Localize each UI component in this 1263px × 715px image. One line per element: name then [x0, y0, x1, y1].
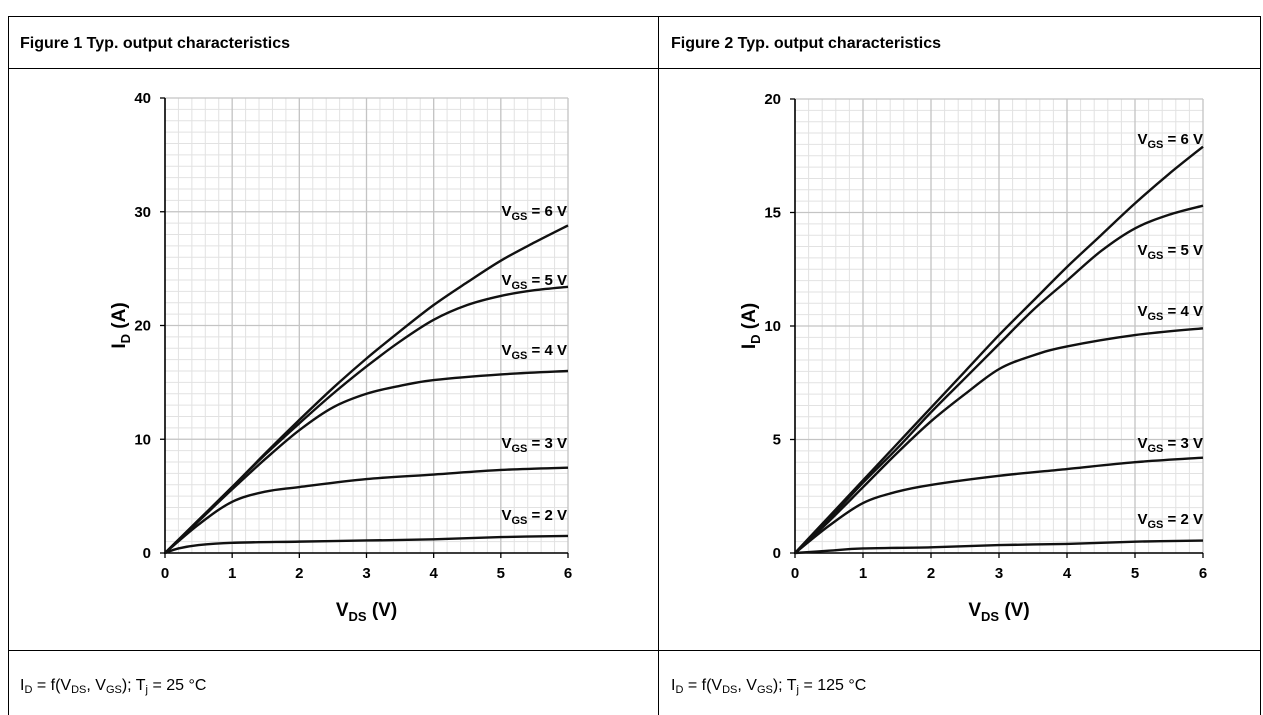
x-tick-label: 2 — [295, 565, 303, 582]
footer-j: j — [145, 684, 148, 696]
footer-i: I — [20, 677, 25, 694]
y-tick-label: 30 — [134, 204, 151, 221]
footer-j: j — [796, 684, 799, 696]
x-tick-label: 0 — [161, 565, 169, 582]
table-border-left — [8, 16, 9, 715]
footer-tail1: ); T — [121, 677, 146, 694]
x-tick-label: 3 — [362, 565, 370, 582]
series-label-vgs-2v: VGS = 2 V — [501, 507, 567, 527]
x-tick-label: 5 — [1131, 565, 1139, 582]
x-tick-label: 5 — [497, 565, 505, 582]
figure-1-header: Figure 1 Typ. output characteristics — [20, 35, 290, 52]
footer-d: D — [24, 684, 33, 696]
x-tick-label: 3 — [995, 565, 1003, 582]
series-line-vgs-6v — [794, 145, 1204, 554]
footer-eq: = f(V — [32, 677, 72, 694]
series-label-vgs-4v: VGS = 4 V — [1137, 303, 1203, 323]
series-line-vgs-6v — [164, 224, 569, 554]
x-tick-label: 4 — [1063, 565, 1072, 582]
y-tick-label: 15 — [764, 205, 781, 222]
series-label-vgs-2v: VGS = 2 V — [1137, 511, 1203, 531]
figure-2-conditions: ID = f(VDS, VGS); Tj = 125 °C — [671, 677, 866, 696]
footer-i: I — [671, 677, 676, 694]
footer-gs: GS — [756, 684, 773, 696]
footer-gs: GS — [105, 684, 122, 696]
series-label-vgs-6v: VGS = 6 V — [1137, 131, 1203, 151]
table-border-middle — [658, 16, 659, 715]
x-tick-label: 6 — [1199, 565, 1207, 582]
y-axis-title: ID (A) — [739, 303, 763, 349]
footer-ds: DS — [71, 684, 87, 696]
footer-comma: , V — [86, 677, 106, 694]
series-line-vgs-3v — [794, 456, 1204, 554]
series-line-vgs-2v — [794, 539, 1204, 555]
series-label-vgs-6v: VGS = 6 V — [501, 203, 567, 223]
series-line-vgs-2v — [164, 534, 569, 555]
y-tick-label: 10 — [764, 318, 781, 335]
x-tick-label: 4 — [429, 565, 438, 582]
x-tick-label: 1 — [859, 565, 867, 582]
figure-1-conditions: ID = f(VDS, VGS); Tj = 25 °C — [20, 677, 206, 696]
y-axis-title: ID (A) — [109, 302, 133, 348]
series-label-vgs-5v: VGS = 5 V — [501, 272, 567, 292]
y-tick-label: 0 — [773, 545, 781, 562]
series-line-vgs-3v — [164, 466, 569, 554]
x-tick-label: 2 — [927, 565, 935, 582]
footer-d: D — [675, 684, 684, 696]
y-tick-label: 40 — [134, 90, 151, 107]
footer-eq: = f(V — [683, 677, 723, 694]
table-border-footer — [8, 650, 1261, 651]
series-line-vgs-4v — [164, 369, 569, 554]
series-label-vgs-5v: VGS = 5 V — [1137, 242, 1203, 262]
y-tick-label: 20 — [134, 318, 151, 335]
x-tick-label: 1 — [228, 565, 236, 582]
series-line-vgs-5v — [794, 204, 1204, 554]
x-axis-title: VDS (V) — [336, 600, 397, 624]
x-tick-label: 0 — [791, 565, 799, 582]
figure-2-header: Figure 2 Typ. output characteristics — [671, 35, 941, 52]
table-border-top — [8, 16, 1261, 17]
chart-2: 0 1 2 3 4 5 6 0 5 10 15 20 VDS (V) ID (A) VGS = 2 V VGS… — [739, 91, 1207, 624]
chart-1: 0 1 2 3 4 5 6 0 10 20 30 40 VDS (V) ID (A) VGS = 2 V VG… — [109, 90, 572, 624]
table-border-header — [8, 68, 1261, 69]
y-tick-label: 10 — [134, 431, 151, 448]
y-tick-label: 5 — [773, 432, 781, 449]
footer-ds: DS — [722, 684, 738, 696]
footer-tail1: ); T — [772, 677, 797, 694]
footer-tail2: = 25 °C — [148, 677, 207, 694]
x-tick-label: 6 — [564, 565, 572, 582]
x-axis-title: VDS (V) — [968, 600, 1029, 624]
footer-comma: , V — [737, 677, 757, 694]
series-label-vgs-4v: VGS = 4 V — [501, 342, 567, 362]
table-border-right — [1260, 16, 1261, 715]
y-tick-label: 0 — [143, 545, 151, 562]
y-tick-label: 20 — [764, 91, 781, 108]
series-label-vgs-3v: VGS = 3 V — [501, 435, 567, 455]
series-line-vgs-4v — [794, 327, 1204, 554]
series-label-vgs-3v: VGS = 3 V — [1137, 435, 1203, 455]
footer-tail2: = 125 °C — [799, 677, 867, 694]
